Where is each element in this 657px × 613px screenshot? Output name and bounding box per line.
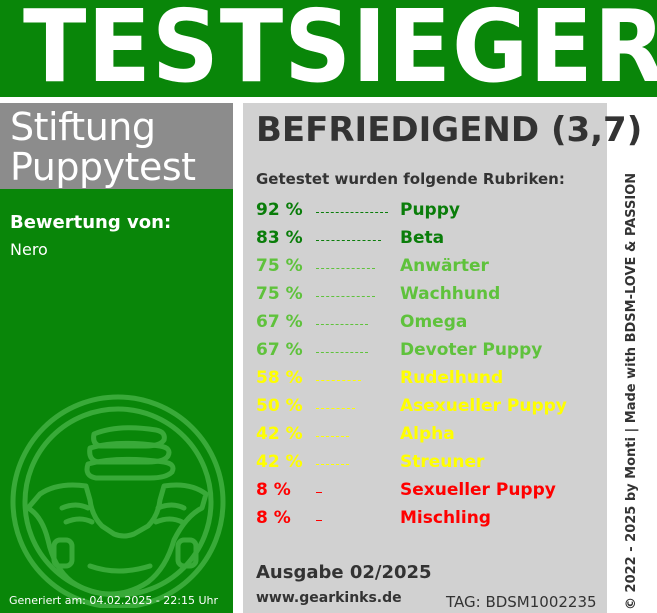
rating-verdict: BEFRIEDIGEND (3,7): [256, 110, 643, 150]
rubric-row: 67 % Omega: [256, 312, 601, 336]
rubric-label: Asexueller Puppy: [400, 396, 567, 416]
rubric-percent: 42 %: [256, 452, 303, 472]
rubric-percent: 50 %: [256, 396, 303, 416]
rubric-percent: 75 %: [256, 284, 303, 304]
rubric-dots: [316, 436, 349, 437]
rubric-label: Beta: [400, 228, 445, 248]
rubric-dots: [316, 380, 361, 381]
rubric-row: 75 % Anwärter: [256, 256, 601, 280]
top-banner: TESTSIEGER: [0, 0, 657, 102]
rubric-percent: 67 %: [256, 340, 303, 360]
rubric-dots: [316, 268, 375, 269]
rubric-row: 50 % Asexueller Puppy: [256, 396, 601, 420]
rubric-label: Anwärter: [400, 256, 489, 276]
issue-number: Ausgabe 02/2025: [256, 562, 432, 583]
banner-title: TESTSIEGER: [22, 0, 657, 105]
rubric-label: Sexueller Puppy: [400, 480, 556, 500]
rubric-dots: [316, 296, 375, 297]
rating-by-label: Bewertung von:: [10, 212, 172, 233]
website-link[interactable]: www.gearkinks.de: [256, 590, 402, 606]
rubric-dots: [316, 324, 368, 325]
rubric-dots: [316, 464, 349, 465]
rubric-label: Alpha: [400, 424, 455, 444]
rubric-row: 8 % Mischling: [256, 508, 601, 532]
rubric-label: Puppy: [400, 200, 460, 220]
rubric-row: 92 % Puppy: [256, 200, 601, 224]
rubric-label: Wachhund: [400, 284, 501, 304]
main-panel: [243, 103, 607, 613]
brand-line-1: Stiftung: [10, 105, 156, 149]
rubric-dots: [316, 212, 388, 213]
rubric-percent: 83 %: [256, 228, 303, 248]
rubric-row: 42 % Streuner: [256, 452, 601, 476]
rubric-percent: 42 %: [256, 424, 303, 444]
rubric-label: Omega: [400, 312, 468, 332]
rubric-heading: Getestet wurden folgende Rubriken:: [256, 170, 565, 188]
rubric-percent: 8 %: [256, 508, 291, 528]
rubric-percent: 67 %: [256, 312, 303, 332]
tag-id: TAG: BDSM1002235: [446, 593, 597, 611]
brand-line-2: Puppytest: [10, 145, 196, 189]
side-credit: © 2022 - 2025 by Monti | Made with BDSM-…: [624, 172, 639, 610]
rubric-row: 42 % Alpha: [256, 424, 601, 448]
rubric-dots: [316, 408, 355, 409]
rubric-dots: [316, 240, 381, 241]
rubric-label: Streuner: [400, 452, 485, 472]
rubric-dots: [316, 492, 322, 493]
rubric-percent: 92 %: [256, 200, 303, 220]
rubric-percent: 58 %: [256, 368, 303, 388]
rubric-dots: [316, 520, 322, 521]
generated-timestamp: Generiert am: 04.02.2025 - 22:15 Uhr: [9, 594, 219, 607]
brand-box: Stiftung Puppytest: [0, 103, 233, 189]
rubric-row: 58 % Rudelhund: [256, 368, 601, 392]
rating-by-name: Nero: [10, 240, 48, 259]
rubric-row: 75 % Wachhund: [256, 284, 601, 308]
rubric-percent: 8 %: [256, 480, 291, 500]
diaper-stack-icon: [10, 394, 226, 608]
rubric-dots: [316, 352, 368, 353]
rubric-label: Devoter Puppy: [400, 340, 543, 360]
rubric-label: Rudelhund: [400, 368, 504, 388]
rubric-row: 83 % Beta: [256, 228, 601, 252]
rubric-row: 8 % Sexueller Puppy: [256, 480, 601, 504]
rubric-row: 67 % Devoter Puppy: [256, 340, 601, 364]
rubric-percent: 75 %: [256, 256, 303, 276]
rubric-label: Mischling: [400, 508, 491, 528]
